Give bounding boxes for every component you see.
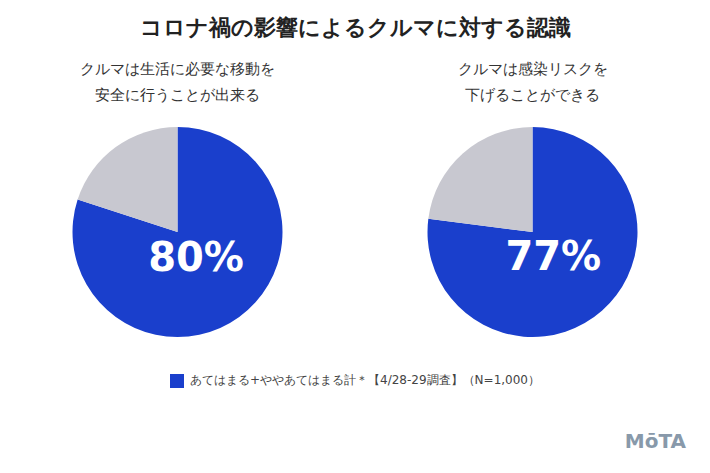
html-text:クルマは感染リスクを 下げることができる: クルマは感染リスクを 下げることができる [457,60,608,104]
html-text:MōTA: MōTA [624,429,686,453]
html-text:あてはまる+ややあてはまる計＊【4/28-29調査】（N=1: あてはまる+ややあてはまる計＊【4/28-29調査】（N=1,000） [190,373,540,387]
svg-text:80%: 80% [148,234,244,280]
svg-text:77%: 77% [505,233,601,279]
html-text:コロナ禍の影響によるクルマに対する認識: コロナ禍の影響によるクルマに対する認識 [139,15,571,40]
html-text:クルマは生活に必要な移動を 安全に行うことが出来る: クルマは生活に必要な移動を 安全に行うことが出来る [80,60,275,104]
